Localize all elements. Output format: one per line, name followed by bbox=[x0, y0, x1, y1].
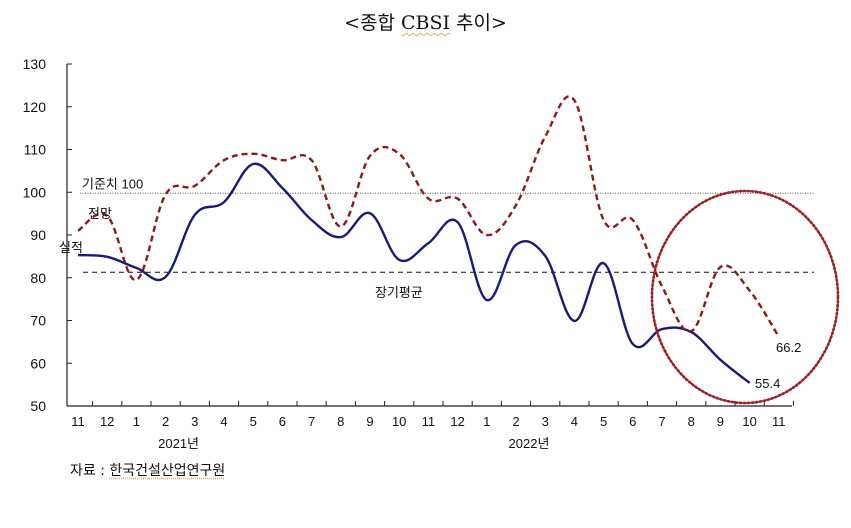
x-tick-label: 9 bbox=[366, 414, 373, 429]
x-tick-label: 7 bbox=[658, 414, 665, 429]
forecast-line bbox=[77, 95, 780, 338]
y-tick-label: 90 bbox=[30, 227, 46, 243]
y-tick-label: 100 bbox=[23, 184, 47, 200]
reference-100-label: 기준치 100 bbox=[82, 176, 143, 191]
x-tick-label: 9 bbox=[717, 414, 724, 429]
x-tick-label: 6 bbox=[629, 414, 636, 429]
x-tick-label: 11 bbox=[71, 414, 85, 429]
x-tick-label: 10 bbox=[742, 414, 756, 429]
forecast-series-label: 전망 bbox=[88, 206, 112, 221]
actual-last-value-label: 55.4 bbox=[755, 376, 780, 391]
x-tick-label: 3 bbox=[191, 414, 198, 429]
x-tick-label: 5 bbox=[250, 414, 257, 429]
x-tick-label: 1 bbox=[133, 414, 140, 429]
x-tick-label: 3 bbox=[542, 414, 549, 429]
year-label: 2022년 bbox=[509, 436, 550, 451]
x-tick-label: 7 bbox=[308, 414, 315, 429]
y-tick-label: 50 bbox=[30, 398, 46, 414]
long-term-average-label: 장기평균 bbox=[375, 285, 423, 300]
x-tick-label: 1 bbox=[483, 414, 490, 429]
title-suffix: 추이> bbox=[450, 12, 507, 34]
source-note: 자료 : 한국건설산업연구원 bbox=[70, 460, 225, 480]
x-tick-label: 10 bbox=[392, 414, 406, 429]
chart-title: <종합 CBSI 추이> bbox=[0, 8, 851, 35]
title-cbsi: CBSI bbox=[400, 12, 451, 34]
x-tick-label: 2 bbox=[512, 414, 519, 429]
y-tick-label: 130 bbox=[23, 56, 47, 72]
source-label: 자료 : bbox=[70, 463, 110, 479]
x-tick-label: 8 bbox=[337, 414, 344, 429]
year-label: 2021년 bbox=[158, 436, 199, 451]
y-tick-label: 110 bbox=[24, 142, 47, 158]
title-prefix: <종합 bbox=[344, 12, 401, 34]
y-tick-label: 80 bbox=[30, 270, 46, 286]
x-tick-label: 2 bbox=[162, 414, 169, 429]
y-tick-label: 60 bbox=[30, 355, 46, 371]
x-tick-label: 8 bbox=[688, 414, 695, 429]
forecast-last-value-label: 66.2 bbox=[776, 340, 801, 355]
y-tick-label: 120 bbox=[23, 99, 47, 115]
x-tick-label: 12 bbox=[100, 414, 114, 429]
x-tick-label: 6 bbox=[279, 414, 286, 429]
y-tick-label: 70 bbox=[30, 313, 46, 329]
source-org: 한국건설산업연구원 bbox=[109, 463, 226, 479]
data-series bbox=[77, 95, 780, 384]
reference-lines: 기준치 100 장기평균 bbox=[80, 176, 814, 300]
x-tick-label: 5 bbox=[600, 414, 607, 429]
x-tick-label: 4 bbox=[571, 414, 578, 429]
x-tick-label: 12 bbox=[450, 414, 464, 429]
actual-series-label: 실적 bbox=[59, 240, 83, 255]
x-tick-label: 11 bbox=[422, 414, 436, 429]
x-tick-label: 11 bbox=[772, 414, 786, 429]
highlight-ellipse bbox=[650, 189, 840, 405]
actual-line bbox=[77, 162, 751, 384]
x-tick-label: 4 bbox=[220, 414, 227, 429]
